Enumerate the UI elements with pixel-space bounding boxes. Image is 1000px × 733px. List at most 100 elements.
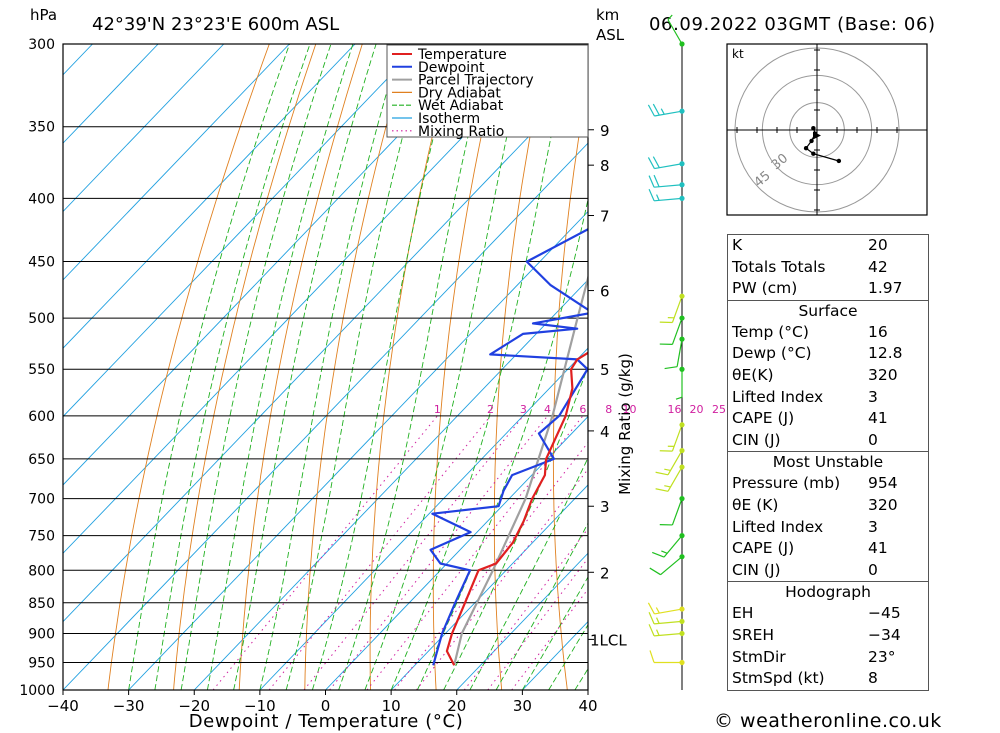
mixing-ratio-label: 8 (605, 403, 612, 416)
mixing-ratio-label: 2 (487, 403, 494, 416)
wet-adiabat (364, 44, 528, 690)
km-tick-label: 9 (600, 122, 610, 140)
wet-adiabat (233, 44, 377, 690)
isotherm-line (128, 210, 588, 690)
dry-adiabat (238, 44, 363, 690)
wind-barb (667, 14, 685, 47)
mixing-ratio-label: 25 (712, 403, 726, 416)
axes: 3003504004505005506006507007508008509009… (19, 37, 627, 715)
hodograph-unit: kt (732, 47, 744, 61)
mixing-ratio-line (212, 415, 438, 690)
pressure-tick-label: 800 (28, 563, 55, 579)
asl-unit: ASL (596, 26, 625, 44)
pressure-tick-label: 550 (28, 362, 55, 378)
mixing-ratio-label: 20 (690, 403, 704, 416)
mixing-ratio-label: 16 (667, 403, 681, 416)
pressure-tick-label: 850 (28, 596, 55, 612)
pressure-tick-label: 300 (28, 37, 55, 53)
wind-barb (648, 188, 685, 202)
mixing-ratio-lines (212, 415, 588, 690)
hodograph-point (836, 158, 842, 164)
x-axis-label: Dewpoint / Temperature (°C) (189, 711, 464, 732)
surface-title: Surface (798, 301, 858, 320)
isotherm-line (63, 142, 588, 690)
legend-label: Dry Adiabat (418, 85, 501, 101)
hodograph-point (811, 151, 816, 156)
most-unstable-section: Most Unstable Pressure (mb) 954 θE (K) 320… (728, 451, 928, 581)
wind-barb (648, 612, 685, 625)
dry-adiabat (107, 44, 270, 690)
isotherm-line (63, 44, 487, 486)
basic-indices: K 20 Totals Totals 42 PW (cm) 1.97 (728, 235, 928, 300)
wind-barb (659, 293, 685, 324)
isobar-lines (63, 126, 588, 663)
wind-barb (675, 366, 685, 400)
index-row: CAPE (J) 41 (732, 539, 888, 558)
surface-section: Surface Temp (°C) 16 Dewp (°C) 12.8 θE(K) 3… (728, 299, 928, 452)
location-title: 42°39'N 23°23'E 600m ASL (92, 14, 339, 35)
isotherm-line (0, 44, 27, 690)
hodograph-point (809, 138, 814, 144)
mixing-ratio-axis-label: Mixing Ratio (g/kg) (616, 353, 634, 495)
pressure-tick-label: 700 (28, 492, 55, 508)
credit-link[interactable]: © weatheronline.co.uk (714, 710, 942, 732)
hodograph-point (811, 125, 816, 131)
temp-tick-label: 10 (382, 697, 401, 715)
wet-adiabat (128, 44, 291, 690)
km-tick-label: 4 (600, 423, 610, 441)
isotherm-line (325, 415, 588, 690)
legend-label: Temperature (417, 47, 507, 63)
wind-barb (652, 533, 685, 558)
datetime-title: 06.09.2022 03GMT (Base: 06) (649, 14, 936, 35)
dry-adiabat (173, 44, 317, 690)
isotherm-line (63, 44, 553, 554)
temp-tick-label: −10 (244, 697, 276, 715)
isotherm-line (63, 44, 421, 418)
index-row: K 20 (732, 236, 888, 254)
dry-adiabat (369, 44, 456, 690)
wind-barb (647, 156, 685, 170)
pressure-tick-label: 450 (28, 255, 55, 271)
pressure-tick-label: 400 (28, 191, 55, 207)
index-row: θE (K) 320 (732, 495, 898, 514)
index-row: Pressure (mb) 954 (732, 474, 898, 493)
most-unstable-title: Most Unstable (772, 453, 884, 472)
mixing-ratio-line (268, 415, 491, 690)
km-tick-label: 7 (600, 208, 610, 226)
km-tick-label: 1LCL (590, 631, 627, 649)
wet-adiabat (206, 44, 354, 690)
parcel-trajectory-line (453, 273, 588, 666)
pressure-tick-label: 500 (28, 311, 55, 327)
plot-frame (62, 43, 589, 691)
wind-barb (655, 464, 685, 492)
index-row: Lifted Index 3 (732, 517, 878, 536)
legend-label: Mixing Ratio (418, 124, 504, 140)
legend-label: Parcel Trajectory (418, 73, 534, 89)
index-row: EH −45 (732, 604, 901, 623)
pressure-tick-label: 650 (28, 452, 55, 468)
indices-table: K 20 Totals Totals 42 PW (cm) 1.97 Surface … (727, 234, 929, 691)
wind-barb (649, 650, 685, 666)
isotherm-line (390, 484, 588, 690)
index-row: StmDir 23° (732, 647, 896, 666)
wind-barb (659, 422, 685, 452)
temp-tick-label: 40 (578, 697, 597, 715)
pressure-tick-label: 600 (28, 409, 55, 425)
pressure-tick-label: 900 (28, 626, 55, 642)
temp-tick-label: −40 (47, 697, 79, 715)
temp-tick-label: −20 (178, 697, 210, 715)
km-tick-label: 5 (600, 361, 610, 379)
km-tick-label: 3 (600, 498, 610, 516)
wet-adiabat (259, 44, 402, 690)
mixing-ratio-line (303, 415, 524, 690)
pressure-tick-label: 350 (28, 120, 55, 136)
wet-adiabat (443, 365, 588, 690)
legend-label: Wet Adiabat (418, 98, 504, 114)
hodograph-section: Hodograph EH −45 SREH −34 StmDir 23° StmSpd… (728, 581, 928, 689)
index-row: Lifted Index 3 (732, 387, 878, 406)
isotherm-line (63, 74, 588, 623)
dry-adiabat (920, 44, 1000, 690)
index-row: CAPE (J) 41 (732, 409, 888, 428)
